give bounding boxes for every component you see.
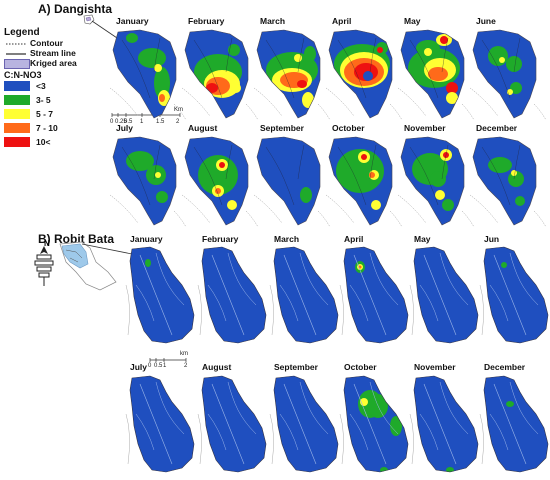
- robit-bata-map-11: [479, 375, 549, 473]
- legend-title: Legend: [4, 27, 40, 38]
- legend-swatch-1: [4, 95, 30, 105]
- legend-stream-label: Stream line: [30, 48, 76, 58]
- panel-b-scale-tick-3: 2: [184, 363, 188, 369]
- dangishta-map-2: [253, 29, 331, 121]
- dangishta-map-7: [181, 136, 259, 228]
- legend-class-label-1: 3- 5: [36, 95, 51, 105]
- legend-class-label-3: 7 - 10: [36, 123, 58, 133]
- panel-a-scale-tick-2: 0.5: [124, 119, 133, 125]
- panel-b-title: B) Robit Bata: [38, 232, 114, 246]
- dangishta-map-4: [397, 29, 475, 121]
- robit-bata-map-0: [125, 246, 195, 344]
- dangishta-map-6: [109, 136, 187, 228]
- robit-bata-month-label-8: September: [274, 362, 318, 372]
- dangishta-map-10: [397, 136, 475, 228]
- robit-bata-month-label-1: February: [202, 234, 239, 244]
- dangishta-month-label-5: June: [476, 16, 496, 26]
- robit-bata-map-8: [269, 375, 339, 473]
- robit-bata-map-5: [479, 246, 549, 344]
- robit-bata-month-label-0: January: [130, 234, 163, 244]
- robit-bata-month-label-10: November: [414, 362, 456, 372]
- north-label: N: [44, 239, 50, 248]
- robit-bata-month-label-9: October: [344, 362, 377, 372]
- dangishta-month-label-2: March: [260, 16, 286, 26]
- dangishta-month-label-0: January: [116, 16, 149, 26]
- panel-a-scale-tick-1: 0.25: [115, 119, 127, 125]
- dangishta-month-label-4: May: [404, 16, 421, 26]
- dangishta-map-5: [469, 29, 547, 121]
- legend-kriged-label: Kriged area: [30, 58, 77, 68]
- dangishta-month-label-6: July: [116, 123, 134, 133]
- dangishta-map-3: [325, 29, 403, 121]
- dangishta-month-label-1: February: [188, 16, 225, 26]
- robit-bata-map-10: [409, 375, 479, 473]
- robit-bata-month-label-5: Jun: [484, 234, 500, 244]
- panel-b-scale-tick-1: 0.5: [154, 363, 163, 369]
- legend-class-label-0: <3: [36, 81, 46, 91]
- robit-bata-month-label-2: March: [274, 234, 300, 244]
- legend-class-label-2: 5 - 7: [36, 109, 54, 119]
- legend-contour-label: Contour: [30, 38, 64, 48]
- north-arrow-icon: [34, 246, 54, 286]
- robit-bata-month-label-3: April: [344, 234, 364, 244]
- robit-bata-month-label-11: December: [484, 362, 526, 372]
- dangishta-month-label-11: December: [476, 123, 518, 133]
- panel-a-scale-bar: [111, 113, 181, 117]
- dangishta-map-11: [469, 136, 547, 228]
- panel-b-scale-bar: [149, 358, 187, 362]
- robit-bata-map-7: [197, 375, 267, 473]
- dangishta-map-1: [181, 29, 259, 121]
- legend-swatch-3: [4, 123, 30, 133]
- robit-bata-month-label-6: July: [130, 362, 148, 372]
- robit-bata-map-9: [339, 375, 409, 473]
- robit-bata-map-2: [269, 246, 339, 344]
- legend-class-title: C:N-NO3: [4, 70, 42, 80]
- dangishta-map-9: [325, 136, 403, 228]
- robit-bata-map-3: [339, 246, 409, 344]
- legend-swatch-0: [4, 81, 30, 91]
- legend-class-label-4: 10<: [36, 137, 51, 147]
- panel-a-scale-tick-3: 1: [140, 119, 144, 125]
- panel-b-scale-unit: km: [180, 351, 188, 357]
- panel-b-scale-tick-0: 0: [148, 363, 152, 369]
- panel-a-scale-unit: Km: [174, 107, 183, 113]
- kriged-area-swatch: [4, 59, 30, 69]
- robit-bata-month-label-4: May: [414, 234, 431, 244]
- dangishta-month-label-8: September: [260, 123, 304, 133]
- panel-a-scale-tick-4: 1.5: [156, 119, 165, 125]
- stream-line-symbol-icon: [6, 53, 26, 55]
- dangishta-month-label-7: August: [188, 123, 218, 133]
- panel-a-scale-tick-5: 2: [176, 119, 180, 125]
- panel-a-scale-tick-0: 0: [110, 119, 114, 125]
- legend-swatch-4: [4, 137, 30, 147]
- panel-a-title: A) Dangishta: [38, 2, 113, 16]
- dangishta-month-label-10: November: [404, 123, 446, 133]
- dangishta-map-0: [109, 29, 187, 121]
- robit-bata-month-label-7: August: [202, 362, 232, 372]
- legend-swatch-2: [4, 109, 30, 119]
- robit-bata-map-4: [409, 246, 479, 344]
- robit-bata-map-1: [197, 246, 267, 344]
- contour-symbol-icon: [6, 43, 26, 45]
- robit-bata-map-6: [125, 375, 195, 473]
- panel-b-scale-tick-2: 1: [163, 363, 167, 369]
- dangishta-month-label-3: April: [332, 16, 352, 26]
- dangishta-map-8: [253, 136, 331, 228]
- panel-a-locator-map: [83, 14, 121, 41]
- panel-b-locator-map: [59, 241, 133, 291]
- dangishta-month-label-9: October: [332, 123, 365, 133]
